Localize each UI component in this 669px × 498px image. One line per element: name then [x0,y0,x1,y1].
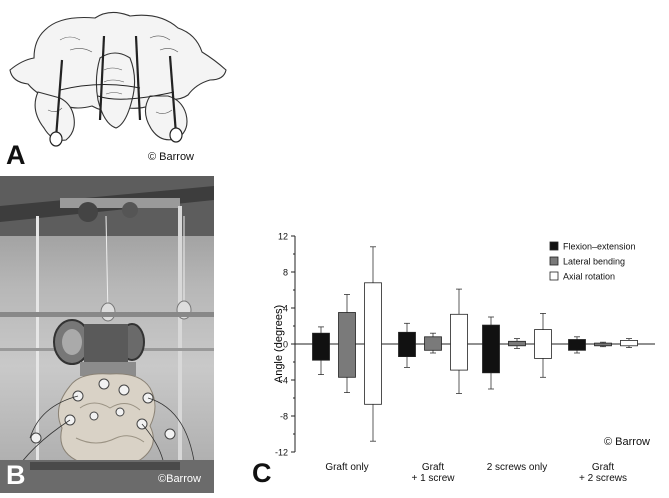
y-tick-label: 8 [283,268,288,278]
angle-bar-chart: Angle (degrees) 12 8 4 0 -4 -8 -12 Graft only Gr… [273,232,655,484]
panel-a-illustration: A © Barrow [0,0,240,172]
bar-flexion-extension [398,331,416,358]
bar-axial-rotation [450,313,468,371]
x-category-label: Graft + 1 screw [411,462,455,484]
bar-axial-rotation [534,329,552,359]
bar-axial-rotation [620,340,638,347]
legend-swatch [549,256,559,266]
legend-swatch [549,241,559,251]
y-tick-label: -8 [280,412,288,422]
panel-c-credit: © Barrow [604,436,651,448]
y-axis-label: Angle (degrees) [273,305,285,383]
bar-flexion-extension [568,339,586,351]
panel-c-chart: Angle (degrees) 12 8 4 0 -4 -8 -12 Graft only Gr… [220,218,669,493]
bar-lateral-bending [338,312,356,378]
bar-lateral-bending [424,336,442,351]
y-tick-label: -4 [280,376,288,386]
panel-b-photo: B ©Barrow [0,176,214,493]
y-tick-label: 12 [278,232,288,242]
x-category-label: 2 screws only [487,462,548,473]
y-tick-label: 0 [283,340,288,350]
x-category-label: Graft only [325,462,368,473]
bar-axial-rotation [364,282,382,405]
x-category-label: Graft + 2 screws [579,462,627,484]
panel-a-letter: A [6,140,26,170]
legend-label: Axial rotation [563,272,615,282]
bar-flexion-extension [312,332,330,361]
panel-b-letter: B [6,460,26,490]
legend-label: Lateral bending [563,257,625,267]
legend-swatch [549,271,559,281]
y-tick-label: 4 [283,304,288,314]
bar-lateral-bending [508,340,526,347]
panel-b-credit: ©Barrow [158,473,201,485]
panel-a-credit: © Barrow [148,151,195,163]
panel-c-letter: C [252,458,272,488]
y-tick-label: -12 [275,448,288,458]
testing-apparatus-photo [0,176,214,493]
bar-lateral-bending [594,342,612,347]
spine-fixation-drawing [9,11,227,147]
bar-flexion-extension [482,324,500,374]
legend-label: Flexion–extension [563,242,636,252]
